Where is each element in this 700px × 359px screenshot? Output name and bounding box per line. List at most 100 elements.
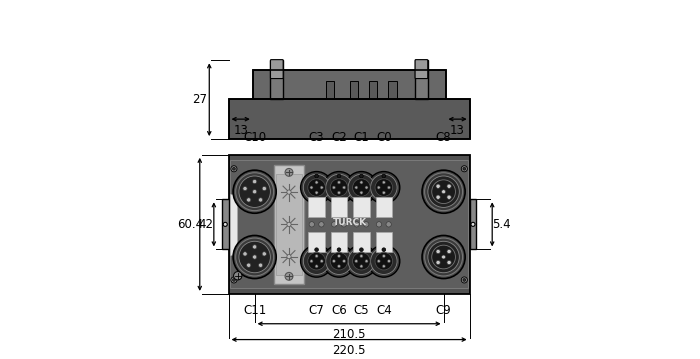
Circle shape — [386, 222, 391, 227]
Circle shape — [262, 252, 267, 256]
Circle shape — [223, 222, 228, 227]
Circle shape — [436, 195, 440, 199]
Circle shape — [246, 263, 251, 267]
Text: 27: 27 — [192, 93, 207, 106]
Circle shape — [332, 222, 337, 227]
Circle shape — [368, 245, 400, 277]
Circle shape — [422, 170, 465, 213]
Circle shape — [355, 186, 358, 189]
Circle shape — [432, 180, 456, 204]
Bar — [350, 80, 358, 99]
Circle shape — [300, 245, 332, 277]
Circle shape — [377, 186, 380, 189]
Circle shape — [360, 174, 363, 178]
Bar — [331, 232, 347, 252]
Bar — [354, 232, 370, 252]
Bar — [274, 164, 304, 284]
Text: C3: C3 — [309, 131, 324, 144]
Circle shape — [231, 166, 237, 172]
Text: C5: C5 — [354, 304, 369, 317]
Circle shape — [348, 248, 374, 274]
Circle shape — [363, 222, 369, 227]
Circle shape — [258, 263, 262, 267]
Circle shape — [353, 179, 370, 196]
Text: 220.5: 220.5 — [332, 344, 366, 356]
Circle shape — [341, 222, 346, 227]
Circle shape — [332, 260, 335, 263]
Bar — [270, 60, 284, 99]
Text: C9: C9 — [435, 304, 452, 317]
Circle shape — [365, 260, 368, 263]
Text: C2: C2 — [331, 131, 347, 144]
Text: C6: C6 — [331, 304, 347, 317]
Circle shape — [320, 186, 323, 189]
Circle shape — [387, 186, 391, 189]
Circle shape — [239, 241, 270, 273]
Text: C0: C0 — [376, 131, 391, 144]
Circle shape — [436, 250, 440, 254]
Circle shape — [368, 172, 400, 204]
Circle shape — [428, 176, 459, 208]
Circle shape — [337, 265, 340, 268]
Circle shape — [323, 172, 355, 204]
Circle shape — [345, 172, 377, 204]
Circle shape — [253, 245, 257, 249]
Bar — [230, 194, 237, 255]
Bar — [354, 197, 370, 217]
Circle shape — [330, 179, 348, 196]
Circle shape — [233, 236, 276, 279]
Circle shape — [231, 277, 237, 283]
Circle shape — [315, 174, 318, 178]
Circle shape — [287, 222, 291, 227]
Circle shape — [360, 248, 363, 252]
Text: 13: 13 — [450, 124, 465, 137]
Circle shape — [345, 245, 377, 277]
Circle shape — [236, 238, 274, 276]
Circle shape — [285, 168, 293, 176]
Circle shape — [447, 260, 452, 265]
FancyBboxPatch shape — [415, 60, 428, 79]
Circle shape — [370, 248, 397, 274]
Circle shape — [234, 272, 242, 280]
Circle shape — [387, 260, 391, 263]
Circle shape — [315, 265, 318, 268]
Circle shape — [285, 272, 293, 280]
Text: 60.4: 60.4 — [177, 218, 203, 231]
Bar — [253, 70, 445, 99]
Text: C10: C10 — [243, 131, 266, 144]
Bar — [470, 199, 477, 250]
Circle shape — [348, 174, 374, 201]
Circle shape — [337, 181, 340, 184]
Bar — [369, 80, 377, 99]
Circle shape — [309, 222, 314, 227]
Circle shape — [300, 172, 332, 204]
Circle shape — [442, 255, 445, 259]
Circle shape — [303, 174, 330, 201]
Circle shape — [382, 265, 385, 268]
Circle shape — [323, 245, 355, 277]
Circle shape — [315, 191, 318, 194]
Circle shape — [243, 186, 247, 191]
Circle shape — [432, 245, 456, 269]
Circle shape — [436, 184, 440, 188]
Circle shape — [233, 170, 276, 213]
Text: C7: C7 — [309, 304, 325, 317]
Circle shape — [315, 181, 318, 184]
Circle shape — [232, 279, 235, 281]
Circle shape — [360, 181, 363, 184]
Text: 13: 13 — [233, 124, 248, 137]
Circle shape — [428, 241, 459, 273]
Circle shape — [337, 248, 341, 252]
Bar — [309, 232, 325, 252]
Circle shape — [342, 186, 346, 189]
Circle shape — [382, 174, 386, 178]
Circle shape — [375, 179, 393, 196]
Circle shape — [246, 198, 251, 202]
Circle shape — [461, 277, 468, 283]
Bar — [376, 197, 392, 217]
Circle shape — [375, 252, 393, 270]
Text: 5.4: 5.4 — [491, 218, 510, 231]
Circle shape — [355, 260, 358, 263]
Bar — [389, 80, 397, 99]
Circle shape — [315, 255, 318, 258]
